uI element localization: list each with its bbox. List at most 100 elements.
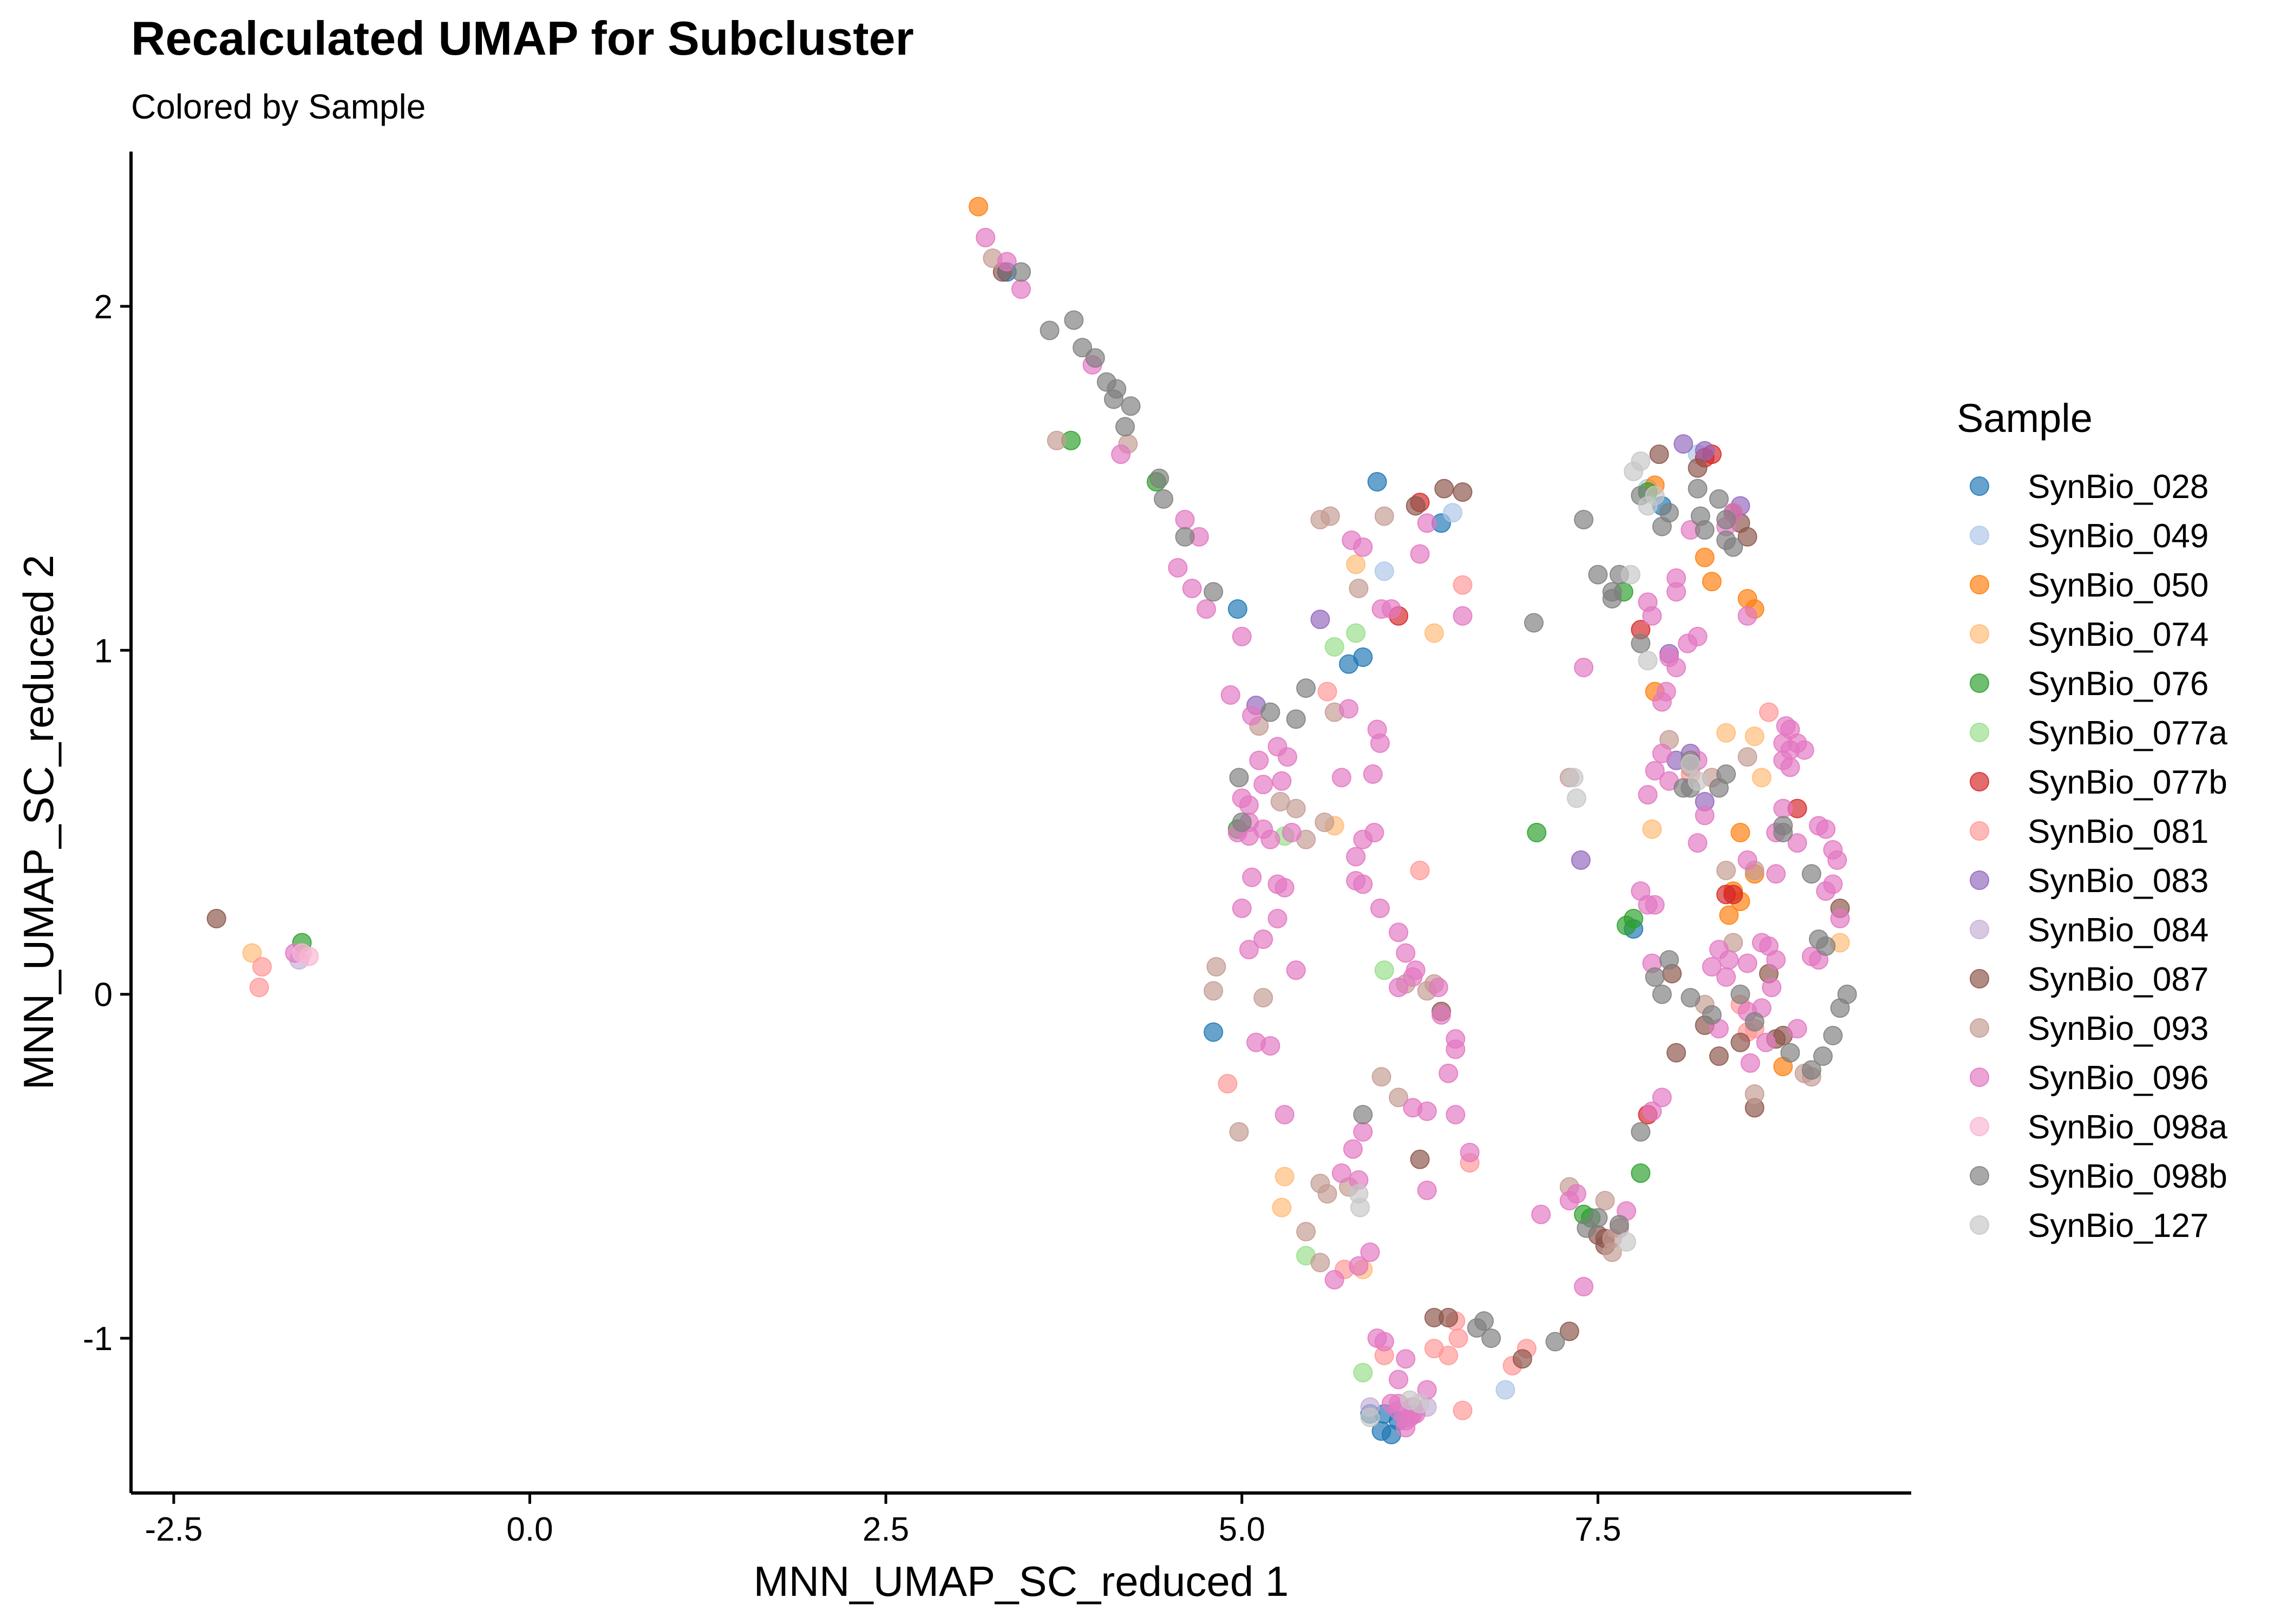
data-point <box>1602 582 1622 602</box>
data-point <box>1624 908 1644 928</box>
data-point <box>1417 1101 1437 1121</box>
data-point <box>1232 788 1252 808</box>
data-point <box>1616 1232 1636 1252</box>
data-point <box>1688 833 1708 853</box>
data-point <box>1277 747 1297 767</box>
data-point <box>1688 626 1708 646</box>
data-point <box>1559 1321 1579 1341</box>
data-point <box>1744 1012 1765 1032</box>
points-layer <box>206 197 1857 1444</box>
data-point <box>252 957 272 977</box>
data-point <box>1403 967 1423 987</box>
data-point <box>1260 1036 1280 1056</box>
data-point <box>1253 929 1273 949</box>
data-point <box>1631 1122 1651 1142</box>
legend-label: SynBio_084 <box>2028 912 2208 949</box>
data-point <box>1196 599 1216 619</box>
y-tick-label: 0 <box>94 977 113 1014</box>
data-point <box>1275 1105 1295 1125</box>
legend-label: SynBio_077a <box>2028 715 2227 752</box>
data-point <box>1512 1349 1532 1369</box>
data-point <box>1577 1218 1597 1238</box>
legend-key <box>1970 723 1989 742</box>
data-point <box>1574 509 1594 529</box>
data-point <box>1121 396 1141 416</box>
data-point <box>1571 850 1591 870</box>
data-point <box>1737 850 1757 870</box>
data-point <box>1371 1067 1391 1087</box>
data-point <box>1424 623 1444 643</box>
data-point <box>1317 682 1337 702</box>
data-point <box>1588 565 1608 585</box>
data-point <box>1439 1307 1459 1327</box>
chart-title: Recalculated UMAP for Subcluster <box>131 11 914 65</box>
legend-key <box>1970 1215 1989 1235</box>
data-point <box>1417 1180 1437 1200</box>
data-point <box>1410 544 1430 564</box>
data-point <box>1702 572 1722 592</box>
legend-label: SynBio_076 <box>2028 665 2208 703</box>
data-point <box>1286 709 1306 729</box>
data-point <box>1709 778 1729 798</box>
data-point <box>1564 768 1584 788</box>
data-point <box>1267 908 1288 928</box>
data-point <box>1645 967 1665 987</box>
data-point <box>1702 1005 1722 1025</box>
data-point <box>1709 489 1729 509</box>
data-point <box>1652 984 1672 1004</box>
data-point <box>1813 1046 1833 1066</box>
data-point <box>1566 1184 1586 1204</box>
data-point <box>1272 771 1292 791</box>
data-point <box>1406 496 1426 516</box>
data-point <box>1282 823 1302 843</box>
data-point <box>1275 1167 1295 1187</box>
data-point <box>1242 867 1262 887</box>
data-point <box>1331 768 1351 788</box>
data-point <box>1652 692 1672 712</box>
data-point <box>1645 895 1665 915</box>
data-point <box>1249 750 1269 770</box>
data-point <box>1780 757 1800 777</box>
data-point <box>1642 1101 1662 1121</box>
data-point <box>1823 874 1843 894</box>
legend-label: SynBio_050 <box>2028 567 2208 604</box>
y-tick-label: 1 <box>94 632 113 670</box>
data-point <box>1346 847 1366 867</box>
legend-label: SynBio_087 <box>2028 961 2208 998</box>
data-point <box>1204 981 1224 1001</box>
data-point <box>1040 320 1060 340</box>
legend: Sample SynBio_028SynBio_049SynBio_050Syn… <box>1957 396 2227 1245</box>
data-point <box>1310 1253 1330 1273</box>
data-point <box>1218 1073 1238 1093</box>
x-tick-label: 7.5 <box>1574 1511 1621 1548</box>
data-point <box>1253 988 1273 1008</box>
data-point <box>1073 338 1093 358</box>
data-point <box>1531 1204 1551 1224</box>
legend-label: SynBio_074 <box>2028 616 2208 653</box>
data-point <box>1730 1032 1750 1052</box>
data-point <box>1787 833 1807 853</box>
data-point <box>1360 1242 1380 1262</box>
data-point <box>1566 788 1586 808</box>
data-point <box>1545 1332 1565 1352</box>
data-point <box>1232 626 1252 646</box>
data-point <box>1737 747 1757 767</box>
data-point <box>1367 472 1387 492</box>
data-point <box>1370 733 1390 753</box>
data-point <box>1206 957 1226 977</box>
data-point <box>1524 613 1544 633</box>
data-point <box>1346 623 1366 643</box>
data-point <box>1204 582 1224 602</box>
legend-label: SynBio_093 <box>2028 1010 2208 1047</box>
y-axis-ticks: -1 0 1 2 <box>83 289 131 1358</box>
data-point <box>1574 1276 1594 1296</box>
data-point <box>1317 1184 1337 1204</box>
data-point <box>1389 977 1409 997</box>
legend-items: SynBio_028 SynBio_049 SynBio_050 SynBio_074… <box>1970 468 2227 1245</box>
data-point <box>1740 1053 1760 1073</box>
data-point <box>1446 1039 1466 1059</box>
data-point <box>1389 1370 1409 1390</box>
legend-label: SynBio_028 <box>2028 468 2208 506</box>
data-point <box>1253 819 1273 839</box>
